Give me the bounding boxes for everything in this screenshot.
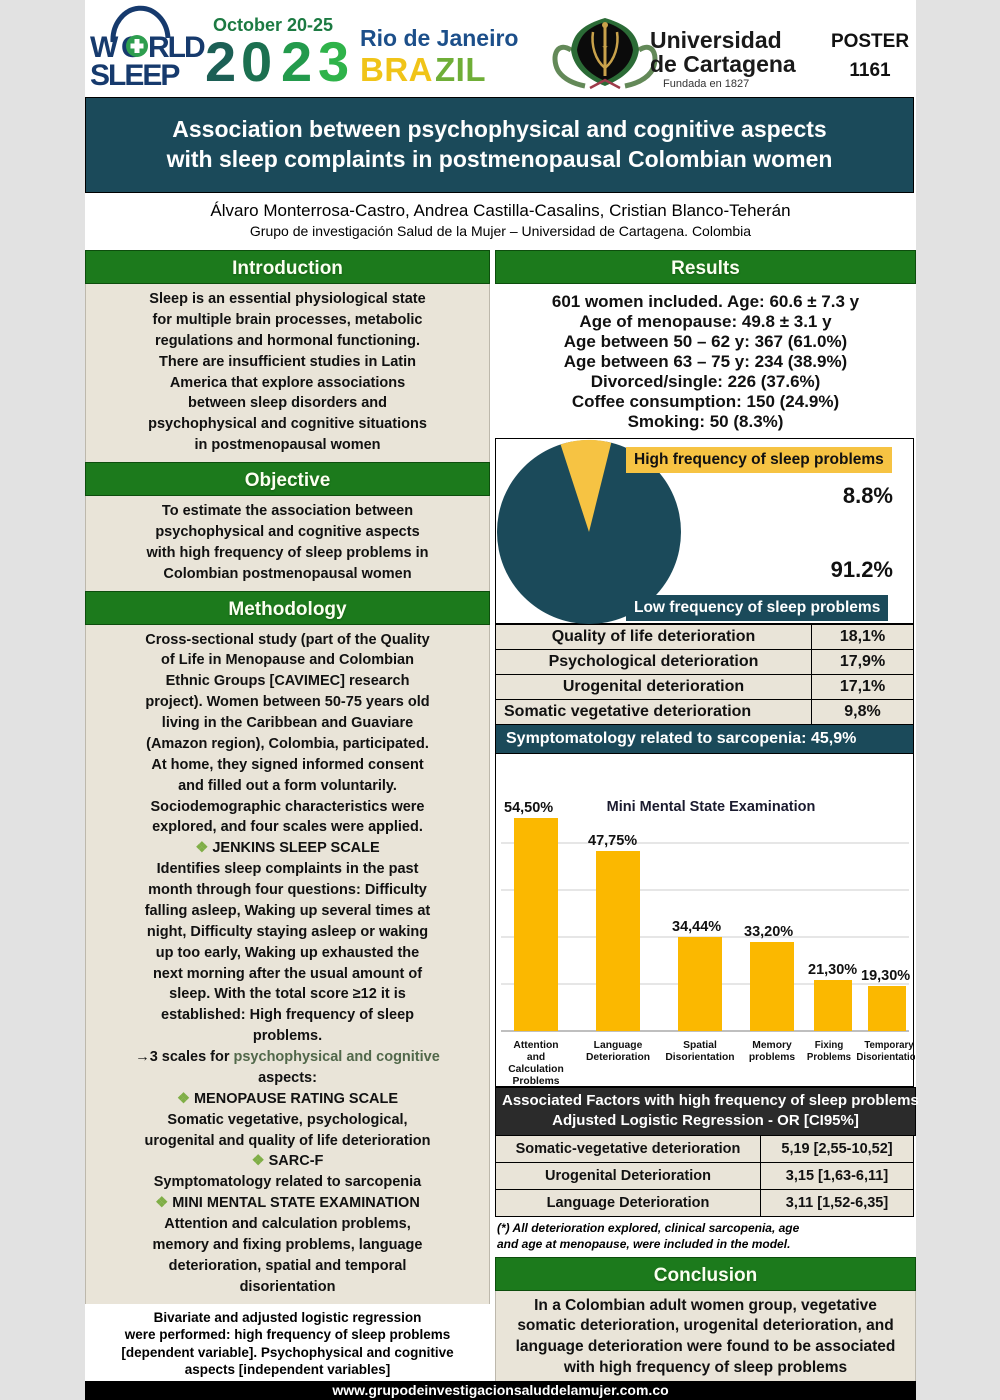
svg-text:Memory: Memory	[752, 1040, 792, 1051]
svg-text:Problems: Problems	[513, 1076, 560, 1087]
svg-text:ZIL: ZIL	[435, 51, 486, 88]
svg-text:Disorientation: Disorientation	[856, 1052, 915, 1063]
svg-text:Calculation: Calculation	[508, 1064, 564, 1075]
svg-text:Deterioration: Deterioration	[586, 1052, 650, 1063]
svg-text:0: 0	[241, 30, 270, 93]
svg-text:33,20%: 33,20%	[744, 924, 793, 940]
svg-text:Fundada en 1827: Fundada en 1827	[663, 78, 749, 90]
svg-text:2: 2	[205, 30, 234, 93]
svg-text:Temporary: Temporary	[864, 1040, 914, 1051]
svg-text:Language: Language	[594, 1040, 643, 1051]
svg-text:Universidad: Universidad	[650, 27, 782, 53]
svg-text:2: 2	[281, 30, 310, 93]
svg-text:34,44%: 34,44%	[672, 919, 721, 935]
svg-text:de Cartagena: de Cartagena	[650, 51, 796, 77]
svg-text:3: 3	[318, 30, 348, 93]
svg-text:and: and	[527, 1052, 545, 1063]
svg-text:Problems: Problems	[807, 1052, 851, 1063]
svg-text:SLEEP: SLEEP	[90, 59, 179, 92]
svg-text:Disorientation: Disorientation	[665, 1052, 734, 1063]
svg-text:Rio de Janeiro: Rio de Janeiro	[360, 25, 518, 51]
svg-text:problems: problems	[749, 1052, 796, 1063]
svg-text:Attention: Attention	[513, 1040, 558, 1051]
svg-text:47,75%: 47,75%	[588, 833, 637, 849]
svg-text:54,50%: 54,50%	[504, 800, 553, 816]
svg-text:21,30%: 21,30%	[808, 962, 857, 978]
svg-text:✦: ✦	[601, 42, 609, 52]
svg-text:BRA: BRA	[360, 51, 433, 88]
svg-text:Fixing: Fixing	[815, 1040, 844, 1051]
svg-text:Spatial: Spatial	[683, 1040, 717, 1051]
svg-text:Mini Mental State Examination: Mini Mental State Examination	[607, 799, 816, 815]
svg-text:19,30%: 19,30%	[861, 968, 910, 984]
